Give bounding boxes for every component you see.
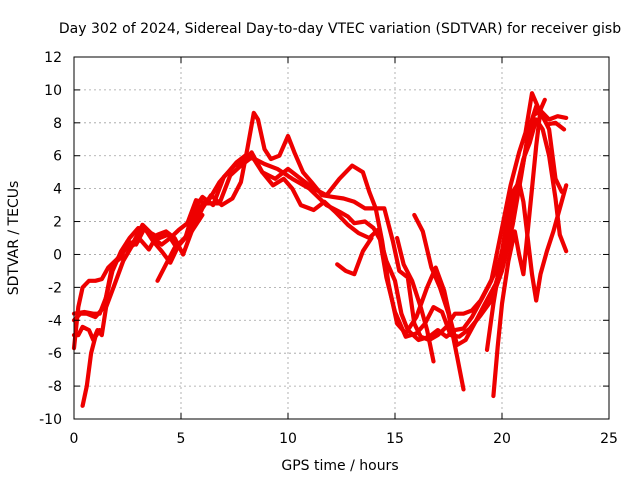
y-tick-label: -8 <box>48 379 62 395</box>
y-tick-label: -2 <box>48 280 62 296</box>
y-tick-label: 0 <box>53 247 62 263</box>
y-tick-label: 8 <box>53 116 62 132</box>
y-tick-label: 6 <box>53 149 62 165</box>
series-arc-h <box>395 235 436 364</box>
x-tick-label: 25 <box>600 431 618 447</box>
x-tick-labels: 0 5 10 15 20 25 <box>70 431 618 447</box>
x-axis-label: GPS time / hours <box>281 458 398 474</box>
y-axis-label: SDTVAR / TECUs <box>6 181 22 296</box>
y-tick-label: 2 <box>53 215 62 231</box>
y-tick-labels: -10 -8 -6 -4 -2 0 2 4 6 8 10 12 <box>39 50 62 428</box>
series-layer <box>71 91 569 408</box>
x-tick-label: 10 <box>279 431 297 447</box>
series-arc-i <box>412 212 466 392</box>
series-arc-e <box>80 328 102 408</box>
x-tick-label: 5 <box>177 431 186 447</box>
series-arc-d <box>71 110 569 343</box>
x-tick-label: 15 <box>386 431 404 447</box>
series-arc-a <box>71 109 564 339</box>
y-tick-label: 10 <box>44 83 62 99</box>
series-arc-g <box>335 235 374 277</box>
series-arc-k <box>491 97 547 399</box>
x-tick-label: 20 <box>493 431 511 447</box>
series-arc-f <box>155 212 205 283</box>
y-tick-label: -10 <box>39 412 62 428</box>
plot-frame <box>73 56 610 420</box>
x-tick-label: 0 <box>70 431 79 447</box>
tick-layer <box>73 56 610 420</box>
y-tick-label: -4 <box>48 313 62 329</box>
y-tick-label: 12 <box>44 50 62 66</box>
y-tick-label: -6 <box>48 346 62 362</box>
chart-title: Day 302 of 2024, Sidereal Day-to-day VTE… <box>59 21 621 37</box>
y-tick-label: 4 <box>53 182 62 198</box>
